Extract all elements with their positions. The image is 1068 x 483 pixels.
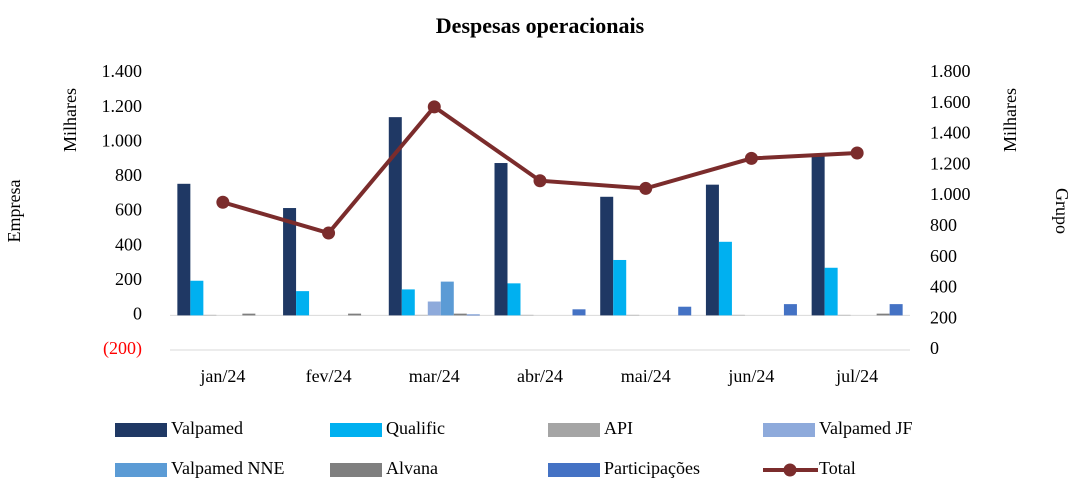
y-tick-label: (200) [103,338,142,359]
y2-tick-label: 600 [930,246,957,266]
y2-tick-label: 1.400 [930,123,971,143]
y2-tick-label: 400 [930,277,957,297]
y2-tick-label: 800 [930,215,957,235]
x-tick-label: mar/24 [409,366,460,386]
bar [705,184,719,316]
y2-tick-label: 1.800 [930,61,971,81]
bar [507,283,521,316]
y-tick-label: 600 [115,200,142,220]
bar [440,281,454,316]
bar [824,267,838,316]
bar [242,313,256,316]
bar [177,183,191,316]
line-marker [216,195,230,209]
bar [388,117,402,316]
y-tick-label: 1.000 [102,130,143,150]
line-marker [427,100,441,114]
legend-swatch [115,463,167,477]
bar [283,208,297,316]
bar [453,313,467,316]
legend-label: Valpamed JF [819,418,913,438]
y2-unit-label: Milhares [1000,88,1020,152]
bar [626,314,640,316]
legend-label: API [604,418,633,438]
y-unit-label: Milhares [60,88,80,152]
bar [401,289,415,316]
x-tick-label: jul/24 [835,366,878,386]
line-marker [533,174,547,188]
legend-swatch [330,423,382,437]
y2-tick-label: 1.600 [930,92,971,112]
bar [613,259,627,316]
legend-swatch [783,463,797,477]
bar [600,196,614,316]
chart-title: Despesas operacionais [436,13,645,38]
legend-swatch [548,463,600,477]
bar [427,301,441,316]
bar [520,314,534,316]
y2-tick-label: 1.000 [930,184,971,204]
bar [876,313,890,316]
line-marker [744,151,758,165]
y2-tick-label: 200 [930,307,957,327]
legend-label: Participações [604,458,700,478]
bar [494,163,508,316]
x-tick-label: fev/24 [306,366,352,386]
y-tick-label: 1.200 [102,96,143,116]
x-tick-label: jan/24 [199,366,245,386]
bar [811,153,825,316]
legend-label: Valpamed NNE [171,458,284,478]
legend-swatch [115,423,167,437]
y-tick-label: 400 [115,234,142,254]
legend-swatch [763,423,815,437]
legend-swatch [330,463,382,477]
bar [296,291,310,316]
legend-label: Total [819,458,856,478]
bar [572,309,586,316]
legend-label: Valpamed [171,418,243,438]
bar [783,304,797,316]
legend-label: Qualific [386,418,445,438]
bar [731,314,745,316]
legend-label: Alvana [386,458,438,478]
y2-axis-label: Grupo [1052,188,1068,234]
y2-tick-label: 1.200 [930,153,971,173]
line [222,104,858,236]
x-tick-label: mai/24 [621,366,671,386]
bar [414,314,428,316]
y2-tick-label: 0 [930,338,939,358]
legend-swatch [548,423,600,437]
bar [348,313,362,316]
x-tick-label: abr/24 [517,366,563,386]
bar [190,280,204,316]
bar [678,306,692,316]
bar [718,241,732,316]
bar [466,314,480,316]
line-marker [639,181,653,195]
bar [889,304,903,316]
line-marker [850,146,864,160]
y-axis-label: Empresa [4,180,24,243]
x-tick-label: jun/24 [727,366,774,386]
y-tick-label: 0 [133,304,142,324]
bar [203,314,217,316]
line-marker [322,226,336,240]
y-tick-label: 1.400 [102,61,143,81]
bar [837,314,851,316]
y-tick-label: 800 [115,165,142,185]
y-tick-label: 200 [115,269,142,289]
